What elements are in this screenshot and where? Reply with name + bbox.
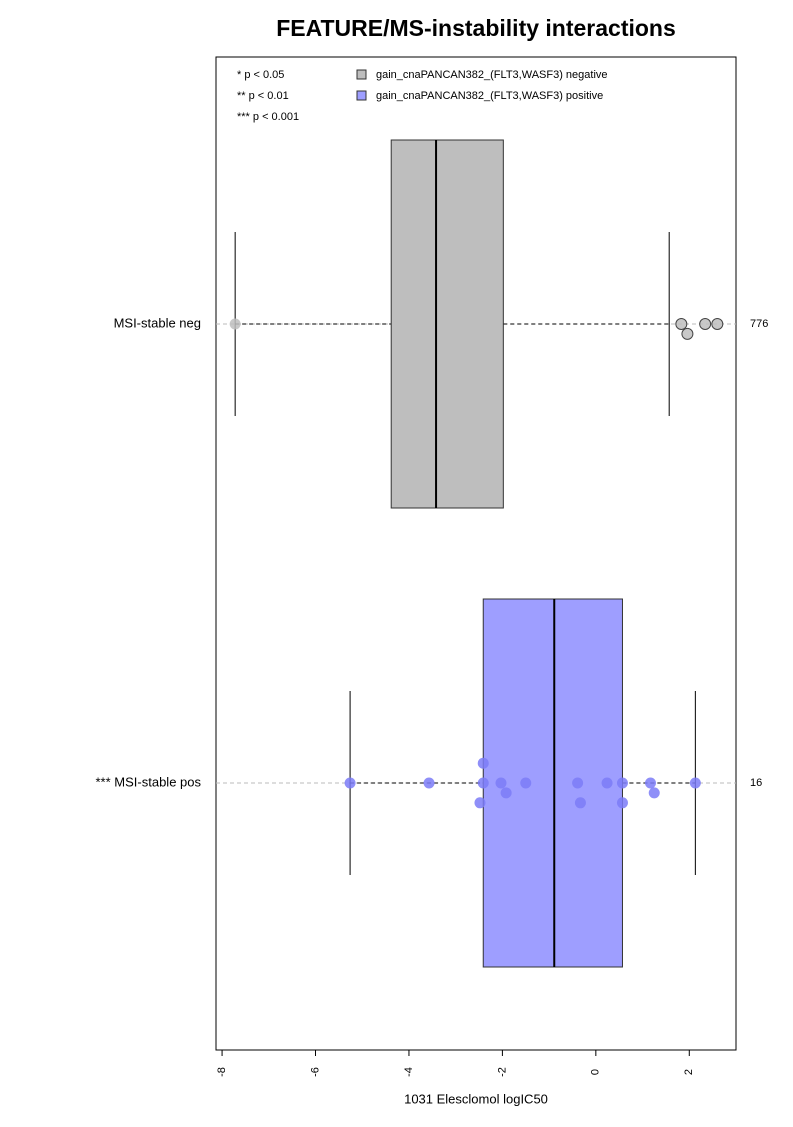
significance-note: * p < 0.05 xyxy=(237,69,284,81)
data-point xyxy=(689,777,701,789)
data-point xyxy=(477,777,489,789)
data-point xyxy=(229,318,241,330)
significance-note: ** p < 0.01 xyxy=(237,90,289,102)
x-tick-label: 2 xyxy=(683,1069,695,1075)
data-point xyxy=(477,757,489,769)
chart-title: FEATURE/MS-instability interactions xyxy=(276,15,676,41)
category-label: *** MSI-stable pos xyxy=(96,774,202,789)
x-tick-label: -6 xyxy=(309,1067,321,1077)
data-point xyxy=(344,777,356,789)
x-tick-label: 0 xyxy=(590,1069,602,1075)
x-axis-label: 1031 Elesclomol logIC50 xyxy=(404,1091,548,1106)
data-point xyxy=(500,787,512,799)
legend-swatch xyxy=(356,69,367,80)
data-point xyxy=(675,318,688,330)
box xyxy=(390,139,504,509)
category-label: MSI-stable neg xyxy=(114,315,201,330)
significance-note: *** p < 0.001 xyxy=(237,111,299,123)
data-point xyxy=(648,787,660,799)
data-point xyxy=(423,777,435,789)
x-tick-label: -2 xyxy=(496,1067,508,1077)
data-point xyxy=(681,327,694,340)
data-point xyxy=(520,777,532,789)
count-label: 16 xyxy=(750,777,762,789)
data-point xyxy=(616,797,628,809)
count-label: 776 xyxy=(750,318,768,330)
data-point xyxy=(474,797,486,809)
data-point xyxy=(574,797,586,809)
legend-swatch xyxy=(356,90,367,101)
x-tick-label: -4 xyxy=(403,1067,415,1077)
data-point xyxy=(699,318,712,330)
data-point xyxy=(572,777,584,789)
data-point xyxy=(645,777,657,789)
legend-label: gain_cnaPANCAN382_(FLT3,WASF3) negative xyxy=(376,69,608,81)
x-tick-label: -8 xyxy=(216,1067,228,1077)
data-point xyxy=(711,318,724,330)
data-point xyxy=(601,777,613,789)
data-point xyxy=(616,777,628,789)
data-point xyxy=(495,777,507,789)
legend-label: gain_cnaPANCAN382_(FLT3,WASF3) positive xyxy=(376,90,603,102)
